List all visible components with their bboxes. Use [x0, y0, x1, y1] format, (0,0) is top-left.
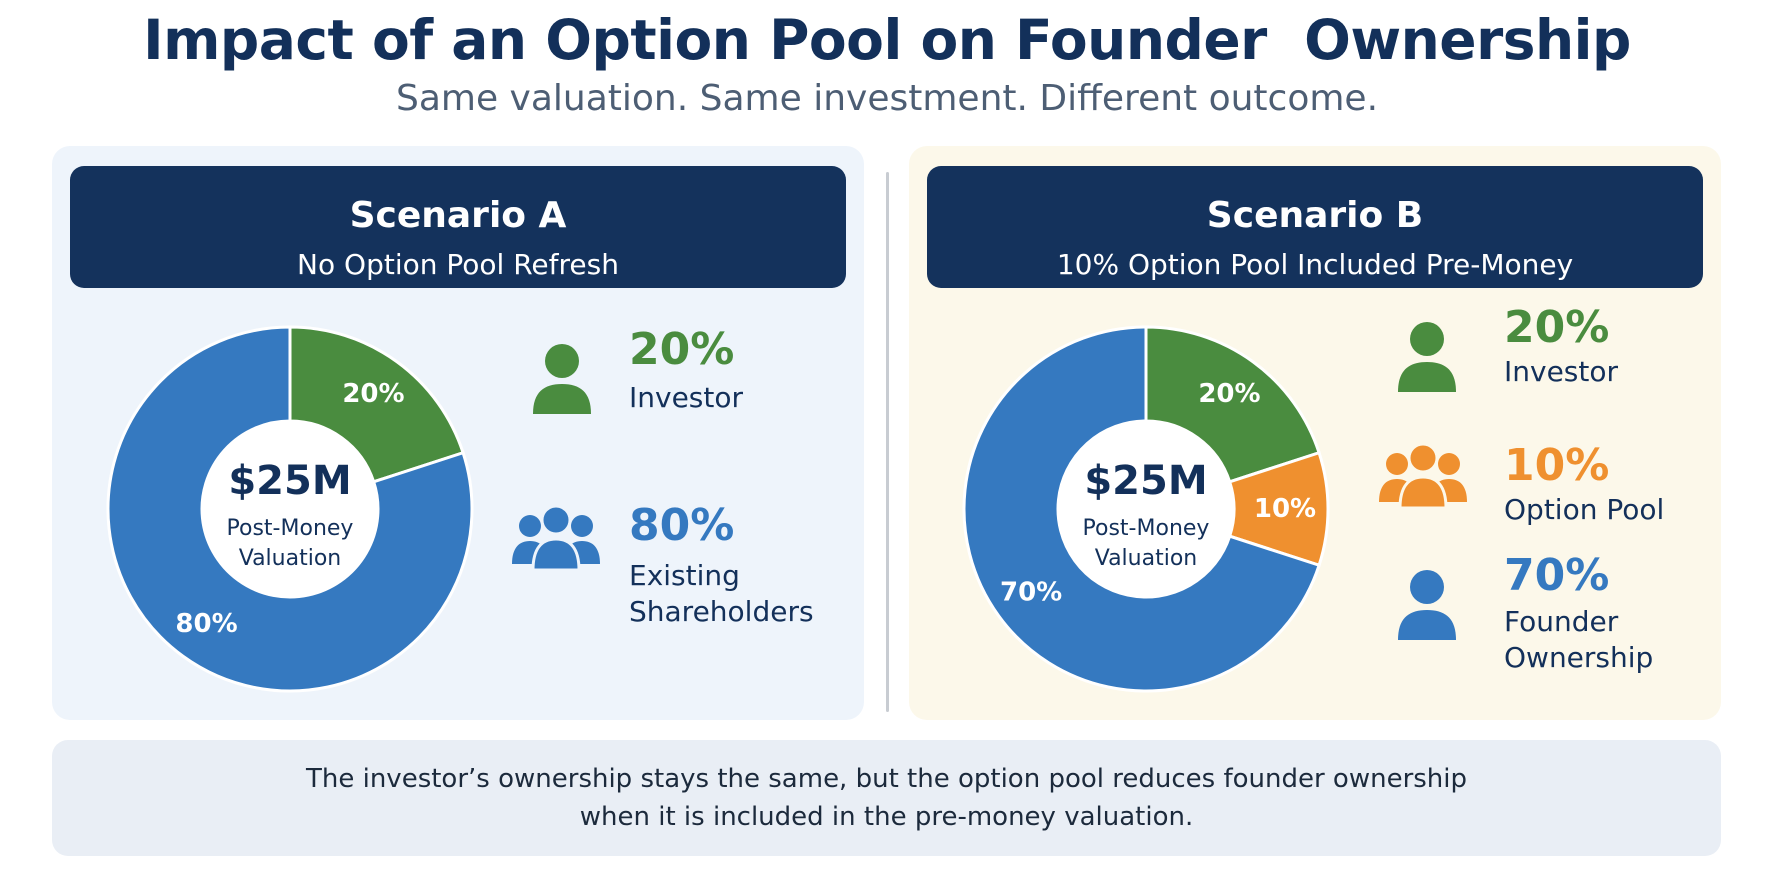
person-icon — [1398, 570, 1456, 640]
person-icon — [1398, 322, 1456, 392]
scenario-a-banner: Scenario A No Option Pool Refresh — [70, 166, 846, 288]
page-subtitle: Same valuation. Same investment. Differe… — [395, 78, 1379, 119]
scenario-b-title: Scenario B — [1206, 195, 1424, 236]
scenario-b-founder-label: Founder Ownership — [1504, 605, 1654, 674]
group-icon — [512, 504, 600, 572]
footer-line2: when it is included in the pre-money val… — [579, 802, 1194, 832]
scenario-divider — [886, 172, 889, 712]
scenario-b-option-pool-label: Option Pool — [1504, 493, 1665, 526]
scenario-b-slice-label-option-pool: 10% — [1254, 494, 1316, 524]
scenario-a-existing-pct: 80% — [629, 500, 735, 551]
person-icon — [533, 344, 591, 414]
scenario-b-donut-svg: 20% 10% 70% — [962, 325, 1330, 693]
scenario-b-option-pool-pct: 10% — [1504, 440, 1610, 491]
scenario-a-investor-label: Investor — [629, 381, 744, 414]
scenario-b-investor-pct: 20% — [1504, 302, 1610, 353]
scenario-b-subtitle: 10% Option Pool Included Pre-Money — [1056, 248, 1574, 281]
scenario-a-center-label: Post-Money Valuation — [105, 514, 475, 574]
scenario-b-panel: Scenario B 10% Option Pool Included Pre-… — [909, 146, 1721, 720]
scenario-a-slice-investor — [288, 325, 465, 484]
scenario-b-founder-pct: 70% — [1504, 550, 1610, 601]
scenario-a-panel: Scenario A No Option Pool Refresh 20% 80%… — [52, 146, 864, 720]
scenario-a-center-value: $25M — [228, 458, 352, 504]
footer-line1: The investor’s ownership stays the same,… — [305, 764, 1468, 794]
scenario-a-existing-label: Existing Shareholders — [629, 559, 814, 628]
scenario-b-center-label-line1: Post-Money — [1082, 516, 1210, 541]
scenario-b-center-value: $25M — [1084, 458, 1208, 504]
scenario-a-donut-chart: 20% 80% $25M Post-Money Valuation — [105, 324, 475, 694]
scenario-b-slice-label-founder-ownership: 70% — [1000, 577, 1062, 607]
scenario-b-center-label: Post-Money Valuation — [961, 514, 1331, 574]
scenario-a-investor-pct: 20% — [629, 324, 735, 375]
footer-note: The investor’s ownership stays the same,… — [52, 740, 1721, 856]
scenario-a-title: Scenario A — [349, 195, 567, 236]
scenario-a-slice-label-investor: 20% — [342, 379, 404, 409]
scenario-a-subtitle: No Option Pool Refresh — [297, 248, 619, 281]
scenario-a-slice-label-existing-shareholders: 80% — [175, 609, 237, 639]
scenario-b-slice-founder-ownership — [962, 325, 1321, 693]
footer-text: The investor’s ownership stays the same,… — [52, 760, 1721, 836]
group-icon — [1379, 442, 1467, 510]
scenario-b-donut-hole — [1059, 422, 1233, 596]
scenario-b-banner: Scenario B 10% Option Pool Included Pre-… — [927, 166, 1703, 288]
scenario-b-donut-chart: 20% 10% 70% $25M Post-Money Valuation — [961, 324, 1331, 694]
scenario-b-slice-label-investor: 20% — [1198, 379, 1260, 409]
scenario-b-center-label-line2: Valuation — [1094, 546, 1198, 571]
scenario-b-investor-label: Investor — [1504, 355, 1619, 388]
page-title: Impact of an Option Pool on Founder Owne… — [143, 8, 1631, 72]
scenario-a-slice-existing-shareholders — [106, 325, 474, 693]
scenario-b-slice-investor — [1144, 325, 1321, 484]
scenario-a-center-label-line2: Valuation — [238, 546, 342, 571]
scenario-a-donut-svg: 20% 80% — [106, 325, 474, 693]
scenario-a-center-label-line1: Post-Money — [226, 516, 354, 541]
scenario-a-donut-hole — [203, 422, 377, 596]
